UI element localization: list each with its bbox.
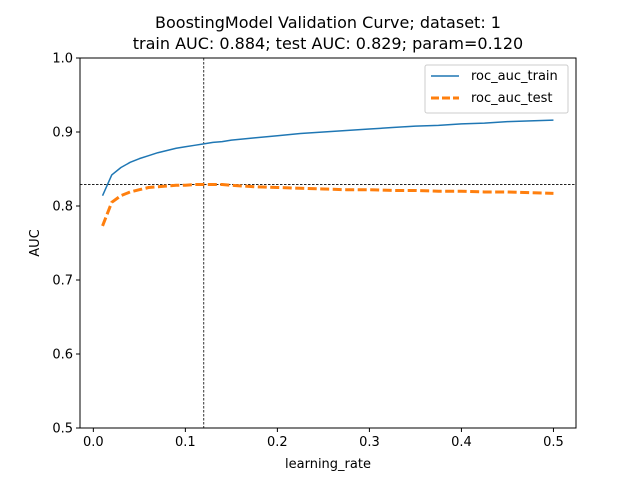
x-tick-label: 0.5 <box>543 435 564 450</box>
series-line-roc_auc_test <box>101 183 554 227</box>
y-tick-label: 0.5 <box>52 422 73 437</box>
x-tick-label: 0.2 <box>267 435 288 450</box>
y-axis-ticks: 0.5 0.6 0.7 0.8 0.9 1.0 <box>52 52 80 437</box>
chart-title-line-1: BoostingModel Validation Curve; dataset:… <box>155 13 501 32</box>
x-axis-ticks: 0.0 0.1 0.2 0.3 0.4 0.5 <box>83 428 564 450</box>
reference-lines <box>80 58 576 428</box>
plot-frame <box>79 57 577 429</box>
legend-label-train: roc_auc_train <box>471 69 558 84</box>
y-tick-label: 0.9 <box>52 126 73 141</box>
y-axis-label: AUC <box>28 229 43 257</box>
legend-box <box>424 64 569 114</box>
x-tick-label: 0.1 <box>175 435 196 450</box>
x-tick-label: 0.4 <box>451 435 472 450</box>
x-tick-label: 0.0 <box>83 435 104 450</box>
series-line-roc_auc_train <box>101 119 554 196</box>
series-lines <box>101 119 554 227</box>
legend-label-test: roc_auc_test <box>471 91 552 106</box>
chart-title-line-2: train AUC: 0.884; test AUC: 0.829; param… <box>133 34 523 53</box>
x-tick-label: 0.3 <box>359 435 380 450</box>
y-tick-label: 0.7 <box>52 274 73 289</box>
y-tick-label: 1.0 <box>52 52 73 67</box>
y-tick-label: 0.8 <box>52 200 73 215</box>
x-axis-label: learning_rate <box>285 457 371 472</box>
legend: roc_auc_train roc_auc_test <box>424 64 569 114</box>
y-tick-label: 0.6 <box>52 348 73 363</box>
